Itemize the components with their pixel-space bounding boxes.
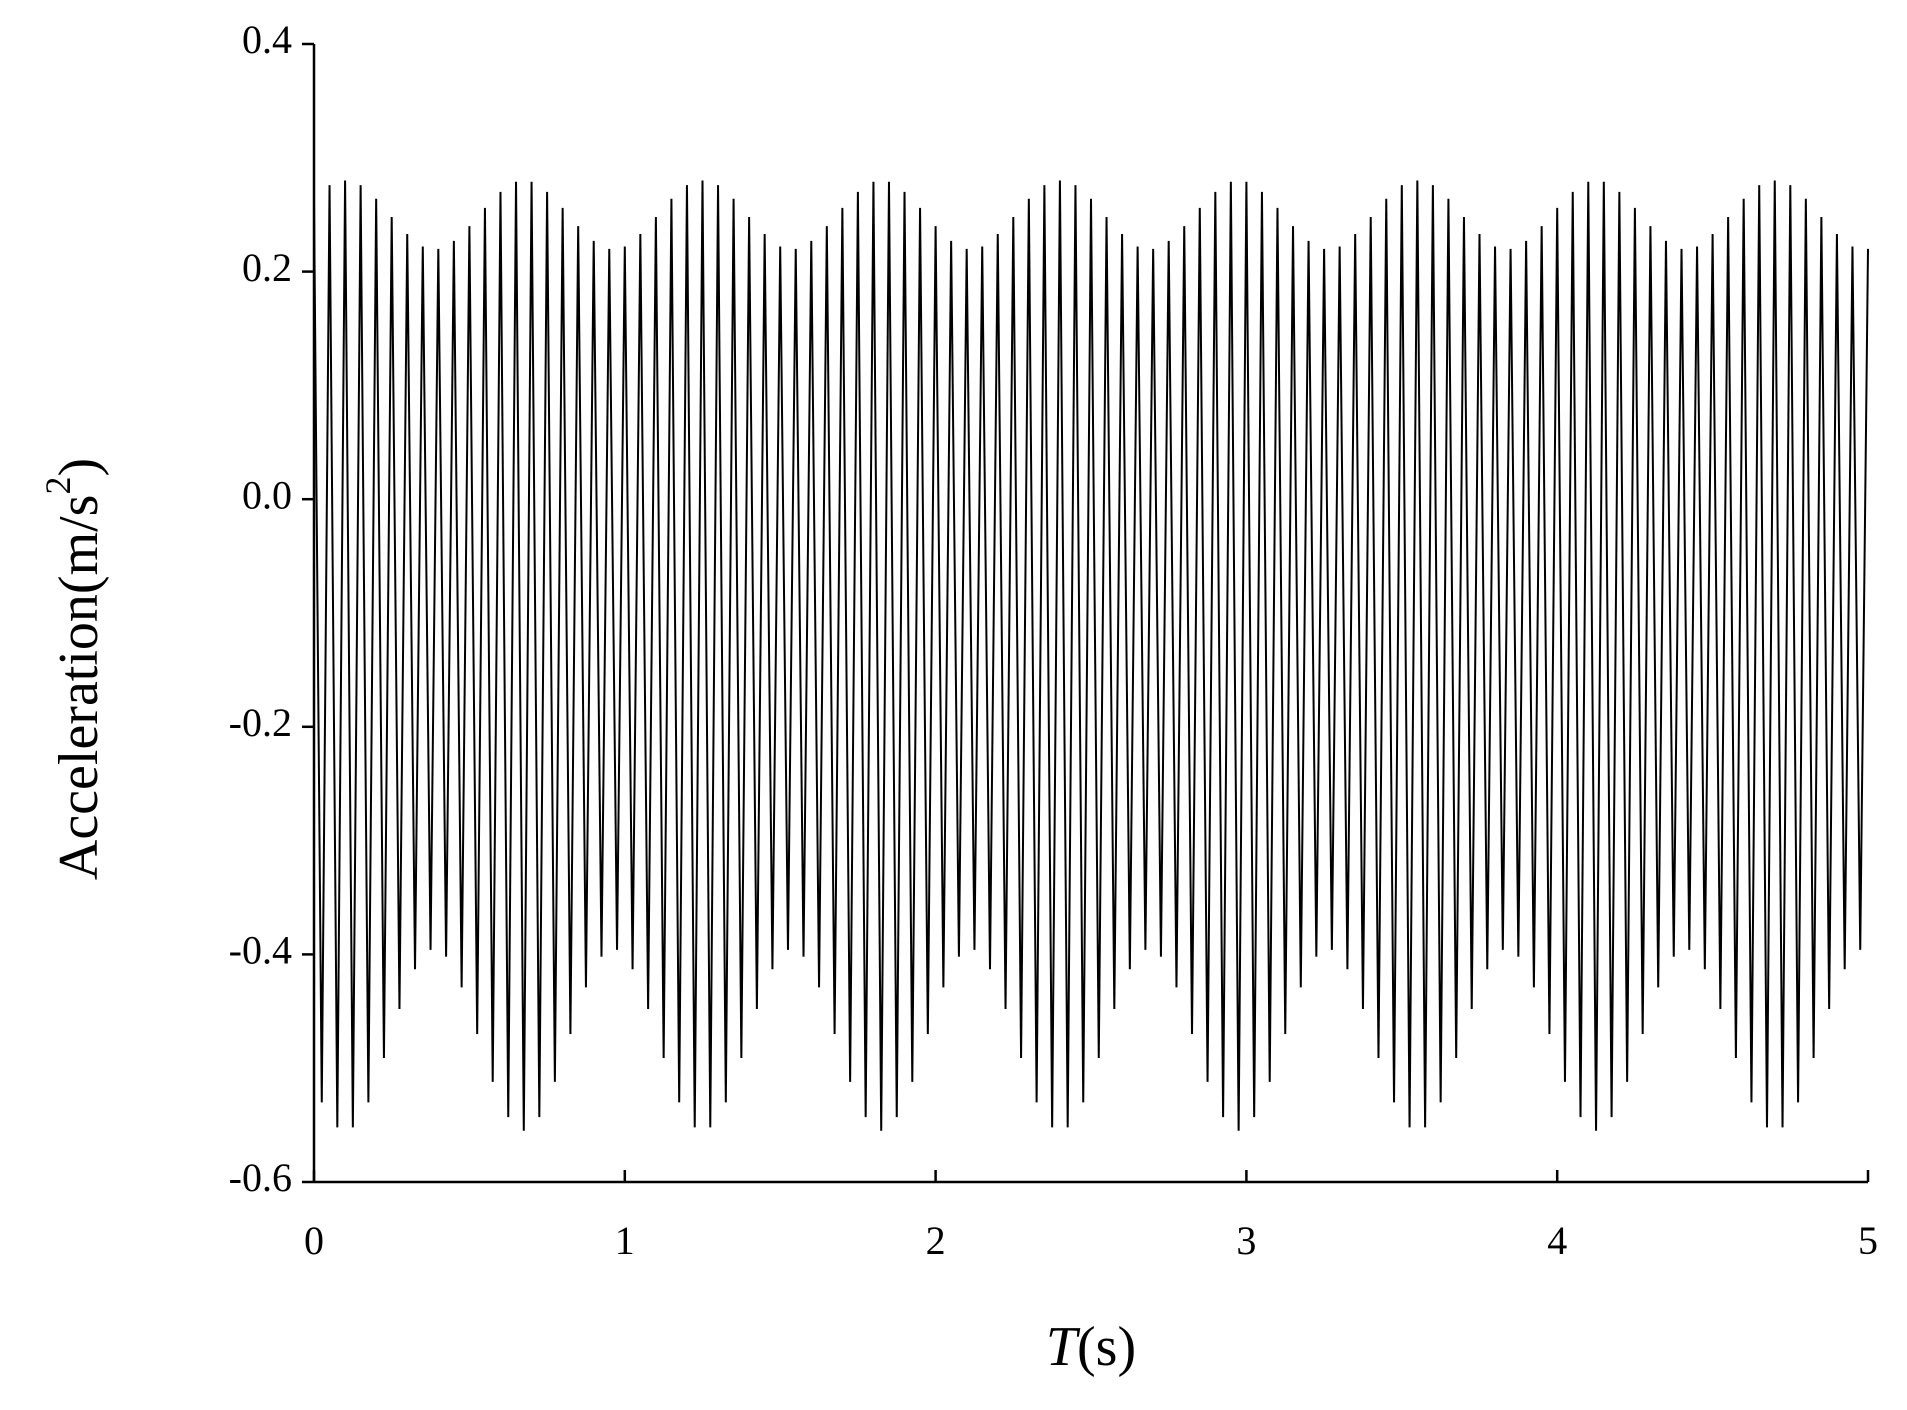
x-tick-label: 3	[1236, 1218, 1256, 1263]
y-tick-label: 0.2	[242, 245, 292, 290]
x-axis-label-text: T	[1046, 1316, 1081, 1378]
y-axis-label-sup: 2	[38, 477, 78, 495]
y-axis-label: Acceleration(m/s2)	[38, 458, 110, 880]
x-tick-label: 1	[615, 1218, 635, 1263]
y-tick-label: 0.0	[242, 472, 292, 517]
signal-line	[313, 180, 1869, 1131]
x-tick-label: 5	[1858, 1218, 1878, 1263]
x-tick-label: 2	[926, 1218, 946, 1263]
x-axis-label: T(s)	[1046, 1316, 1136, 1378]
y-axis-label-end: )	[48, 458, 110, 477]
x-tick-label: 0	[304, 1218, 324, 1263]
y-tick-label: 0.4	[242, 17, 292, 62]
x-tick-label: 4	[1547, 1218, 1567, 1263]
y-tick-label: -0.6	[229, 1155, 292, 1200]
y-tick-label: -0.4	[229, 928, 292, 973]
y-tick-label: -0.2	[229, 700, 292, 745]
x-axis-label-end: (s)	[1077, 1316, 1136, 1378]
y-axis-label-text: Acceleration(m/s	[48, 495, 110, 881]
